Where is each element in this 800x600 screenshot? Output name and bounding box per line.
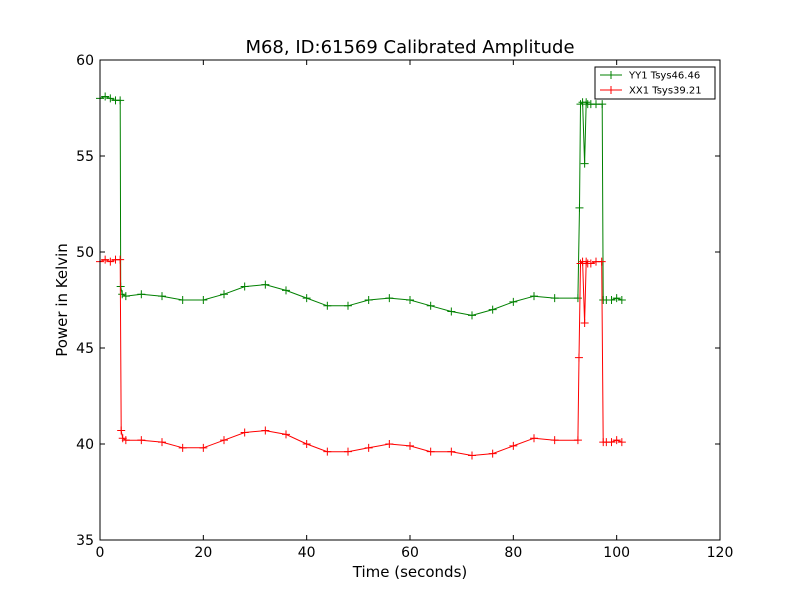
series-1-point [282, 430, 290, 439]
series-0-point [116, 96, 125, 105]
series-0-point [302, 294, 311, 303]
series-0-point [582, 98, 591, 107]
legend-box [594, 66, 716, 100]
series-0-point [468, 311, 476, 320]
series-0-point [178, 296, 187, 304]
x-tick-label: 80 [504, 545, 522, 561]
series-1-point [550, 436, 559, 445]
x-tick-label: 40 [298, 545, 316, 561]
series-1-point [158, 438, 166, 447]
series-0-point [509, 297, 518, 306]
series-1-point [406, 441, 414, 450]
series-1-point [344, 447, 352, 456]
series-1-point [607, 438, 616, 447]
series-0-point [199, 296, 208, 304]
series-0-point [323, 301, 332, 310]
x-tick-label: 0 [96, 545, 105, 561]
series-0-point [617, 296, 626, 304]
x-tick-label: 20 [194, 545, 212, 561]
series-1-point [137, 436, 146, 445]
x-tick-label: 100 [603, 545, 630, 561]
series-0-point [530, 292, 538, 301]
series-1-point [586, 259, 595, 268]
series-0-point [385, 294, 394, 303]
series-0-point [282, 286, 290, 295]
legend-label-0: YY1 Tsys46.46 [628, 71, 700, 82]
series-1-point [582, 257, 591, 266]
y-tick-label: 50 [76, 245, 94, 261]
series-0-point [364, 296, 373, 304]
y-tick-label: 55 [76, 149, 94, 165]
series-1-point [447, 447, 456, 456]
series-1-point [178, 443, 187, 452]
chart-title: M68, ID:61569 Calibrated Amplitude [245, 37, 574, 58]
series-0-point [607, 296, 616, 304]
x-tick-label: 120 [707, 545, 734, 561]
series-1-point [488, 449, 497, 458]
series-1-point [580, 319, 589, 328]
series-1-point [121, 436, 130, 445]
series-0-point [118, 290, 127, 299]
series-1-point [261, 426, 270, 435]
series-1-point [597, 257, 606, 266]
series-1-point [106, 257, 115, 266]
series-0-point [447, 307, 456, 316]
series-1-point [364, 443, 373, 452]
series-0-point [406, 296, 414, 304]
series-1-point [530, 434, 538, 443]
series-0-point [550, 294, 559, 303]
plot-area [96, 92, 626, 460]
series-1-point [240, 428, 249, 437]
series-1-point [574, 353, 583, 362]
axis-ticks: 0 20 40 60 80 100 120 35 40 45 50 55 60 [76, 53, 733, 561]
series-1-point [426, 447, 435, 456]
series-1-point [116, 255, 125, 264]
y-tick-label: 40 [76, 437, 94, 453]
series-1-point [617, 438, 626, 447]
legend-marker-1 [607, 86, 615, 94]
y-axis-label: Power in Kelvin [53, 243, 71, 357]
series-0-point [344, 301, 352, 310]
legend-marker-0 [607, 71, 615, 79]
series-1-point [576, 259, 585, 268]
series-0-point [488, 305, 497, 314]
series-0-point [101, 92, 110, 101]
x-tick-label: 60 [401, 545, 419, 561]
y-tick-label: 35 [76, 533, 94, 549]
series-0-point [158, 292, 166, 301]
series-0-point [576, 100, 585, 109]
y-tick-label: 45 [76, 341, 94, 357]
series-0-point [137, 290, 146, 299]
series-1-point [385, 440, 394, 448]
series-0-point [573, 294, 582, 303]
legend: YY1 Tsys46.46 XX1 Tsys39.21 [594, 66, 716, 100]
series-1-point [302, 440, 311, 448]
series-0-point [575, 203, 584, 212]
series-1-point [117, 426, 126, 435]
series-0-point [106, 94, 115, 103]
series-0-point [426, 301, 435, 310]
y-tick-label: 60 [76, 53, 94, 69]
series-1-point [612, 436, 621, 445]
series-1-point [323, 447, 332, 456]
series-0-point [220, 290, 228, 299]
series-0-point [612, 294, 621, 303]
series-0-point [598, 100, 607, 109]
series-0-point [240, 282, 249, 291]
series-1-point [101, 255, 110, 264]
series-1-point [468, 451, 476, 460]
series-1-point [573, 436, 582, 445]
legend-label-1: XX1 Tsys39.21 [629, 86, 702, 97]
series-0-point [261, 280, 270, 289]
x-axis-label: Time (seconds) [352, 563, 468, 581]
series-0-point [121, 292, 130, 301]
series-1-point [220, 436, 228, 445]
series-1-point [509, 441, 518, 450]
series-0-point [580, 159, 589, 168]
series-1-point [199, 443, 208, 452]
